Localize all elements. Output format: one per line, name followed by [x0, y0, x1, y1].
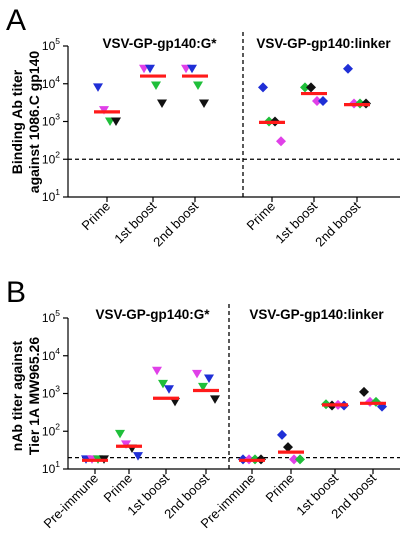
- data-point: [289, 454, 299, 465]
- y-tick-label: 101: [42, 459, 60, 476]
- data-point: [295, 454, 305, 465]
- data-point: [306, 82, 316, 93]
- data-point: [359, 386, 369, 397]
- y-axis-label-line: Tier 1A MW965.26: [26, 337, 42, 455]
- data-point: [198, 382, 208, 392]
- y-axis-label-line: nAb titer against: [9, 340, 25, 451]
- y-axis-label-line: against 1086.C gp140: [26, 51, 42, 194]
- data-point: [343, 63, 353, 74]
- x-tick-label: 2nd boost: [312, 198, 363, 249]
- y-axis-label: Binding Ab titeragainst 1086.C gp140: [9, 51, 42, 194]
- panel-letter: B: [6, 276, 26, 309]
- data-point: [145, 64, 155, 74]
- y-tick-label: 105: [42, 308, 60, 325]
- data-point: [133, 452, 143, 461]
- y-tick-label: 101: [42, 187, 60, 204]
- data-point: [204, 374, 214, 383]
- x-tick-label: Prime: [79, 199, 114, 234]
- data-point: [258, 82, 268, 93]
- data-point: [151, 81, 161, 90]
- data-point: [115, 429, 125, 439]
- data-point: [93, 83, 103, 92]
- data-point: [277, 429, 287, 440]
- y-axis-label: nAb titer againstTier 1A MW965.26: [9, 337, 42, 455]
- data-point: [158, 379, 168, 389]
- panel-A: A Binding Ab titeragainst 1086.C gp140101…: [6, 4, 400, 250]
- data-point: [164, 385, 174, 394]
- x-tick-label: Prime: [101, 471, 136, 506]
- x-tick-label: Prime: [244, 199, 279, 234]
- panel-letter: A: [6, 4, 26, 37]
- data-point: [276, 136, 286, 147]
- data-point: [121, 440, 131, 449]
- y-tick-label: 103: [42, 384, 60, 401]
- data-point: [192, 369, 202, 379]
- data-point: [187, 64, 197, 74]
- x-tick-label: Pre-immune: [40, 471, 101, 532]
- y-tick-label: 102: [42, 421, 60, 438]
- x-tick-label: Prime: [263, 471, 298, 506]
- data-point: [283, 442, 293, 453]
- y-tick-label: 104: [42, 346, 60, 363]
- data-point: [193, 81, 203, 90]
- y-tick-label: 103: [42, 112, 60, 129]
- data-point: [111, 117, 121, 126]
- data-point: [300, 82, 310, 93]
- data-point: [170, 397, 180, 407]
- y-tick-label: 102: [42, 149, 60, 166]
- data-point: [318, 95, 328, 106]
- data-point: [312, 95, 322, 106]
- y-tick-label: 105: [42, 36, 60, 53]
- group-title: VSV-GP-gp140:G*: [95, 307, 210, 322]
- x-tick-label: 2nd boost: [150, 198, 201, 249]
- data-point: [152, 366, 162, 376]
- data-point: [199, 99, 209, 108]
- data-point: [157, 99, 167, 108]
- group-title: VSV-GP-gp140:linker: [249, 307, 384, 322]
- y-axis-label-line: Binding Ab titer: [9, 69, 25, 174]
- group-title: VSV-GP-gp140:linker: [256, 36, 391, 51]
- y-tick-label: 104: [42, 74, 60, 91]
- group-title: VSV-GP-gp140:G*: [102, 36, 217, 51]
- data-point: [210, 395, 220, 404]
